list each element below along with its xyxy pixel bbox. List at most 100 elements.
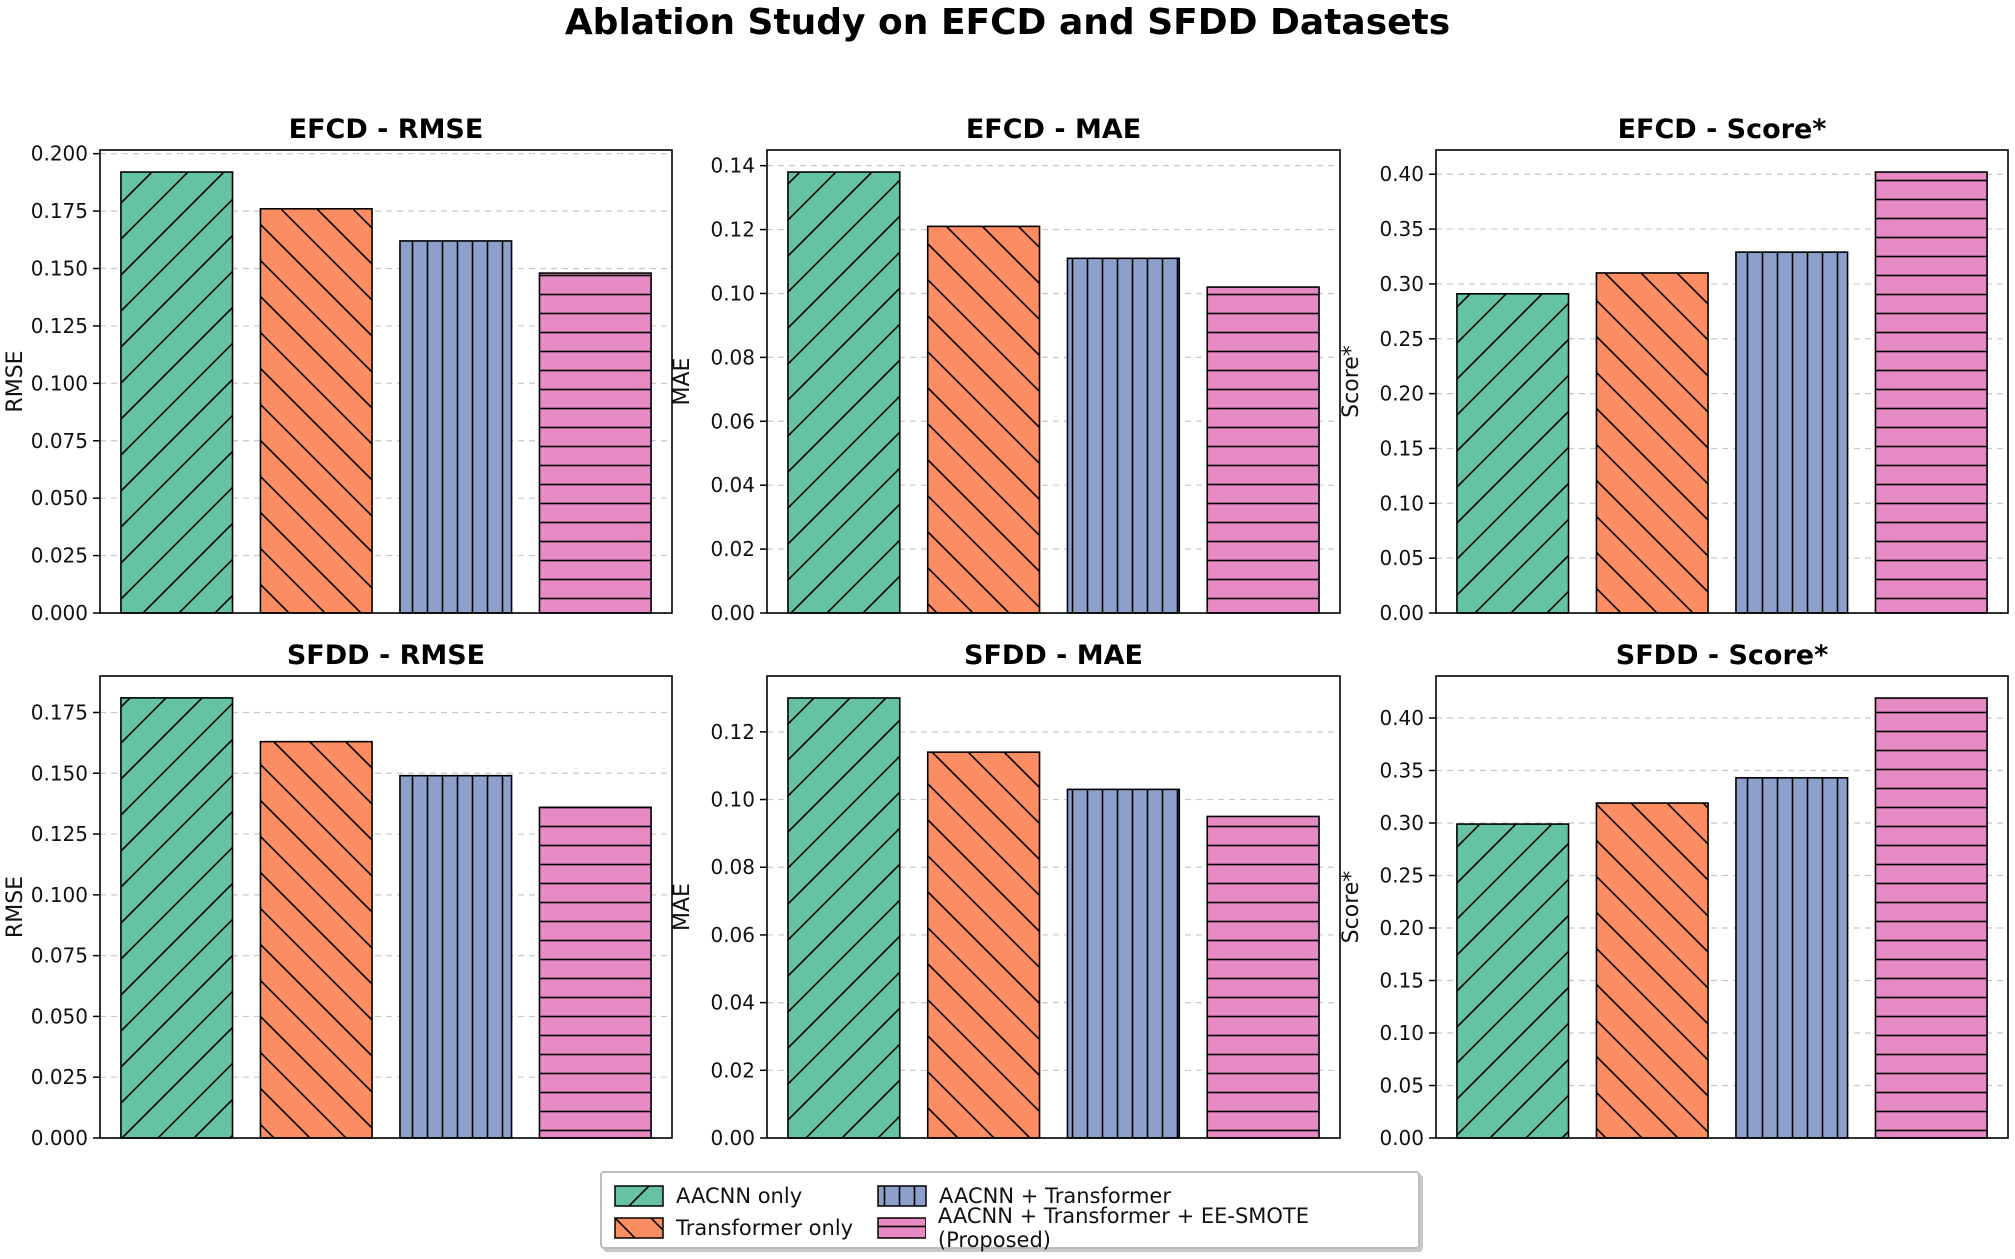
bar-hatch	[787, 698, 900, 1138]
y-tick-label: 0.075	[31, 944, 88, 968]
y-tick-label: 0.12	[710, 720, 755, 744]
axes-frame	[99, 149, 673, 614]
bar-hatch	[1067, 789, 1180, 1138]
y-tick-label: 0.00	[710, 1126, 755, 1150]
bar-hatch	[399, 775, 512, 1138]
y-axis-label: Score*	[1339, 345, 1364, 418]
subplot: 0.00 0.05 0.10 0.15 0.20 0.25 0.30 0.35 0.40 EFCD…	[1339, 114, 2009, 625]
bar-hatch	[787, 172, 900, 614]
legend-item-aacnn-only: AACNN only	[614, 1181, 802, 1211]
y-tick-label: 0.200	[31, 142, 88, 166]
legend-label: AACNN only	[676, 1184, 803, 1208]
y-tick-label: 0.02	[710, 537, 755, 561]
y-tick-label: 0.20	[1379, 382, 1424, 406]
y-axis-label: Score*	[1339, 871, 1364, 944]
bar-hatch	[927, 226, 1040, 613]
axes-frame	[1435, 149, 2009, 614]
legend-item-proposed: AACNN + Transformer + EE-SMOTE (Proposed…	[877, 1204, 1418, 1252]
y-tick-label: 0.08	[710, 345, 755, 369]
y-tick-label: 0.00	[710, 601, 755, 625]
legend-item-aacnn-transformer: AACNN + Transformer	[877, 1181, 1171, 1211]
y-tick-label: 0.000	[31, 601, 88, 625]
bar-hatch	[1067, 258, 1180, 613]
y-tick-label: 0.35	[1379, 759, 1424, 783]
subplot: 0.00 0.05 0.10 0.15 0.20 0.25 0.30 0.35 0.40 SFDD…	[1339, 640, 2009, 1150]
bar-hatch	[1596, 803, 1709, 1138]
axes-frame	[766, 149, 1341, 614]
legend: AACNN only Transformer only AACNN + Tran…	[600, 1171, 1420, 1252]
y-tick-label: 0.125	[31, 314, 88, 338]
legend-swatch-aacnn-transformer	[877, 1185, 927, 1207]
y-tick-label: 0.25	[1379, 327, 1424, 351]
y-tick-label: 0.35	[1379, 217, 1424, 241]
subplot-title: EFCD - Score*	[1618, 114, 1827, 145]
y-tick-label: 0.15	[1379, 436, 1424, 460]
figure-title: Ablation Study on EFCD and SFDD Datasets	[564, 2, 1451, 43]
y-tick-label: 0.10	[1379, 1021, 1424, 1045]
bar-hatch	[539, 273, 652, 613]
bar-hatch	[399, 240, 512, 614]
legend-swatch-transformer-only	[614, 1217, 664, 1239]
y-axis-label: MAE	[670, 883, 695, 931]
bar-hatch	[1456, 824, 1569, 1138]
bar-hatch	[1875, 172, 1988, 614]
y-axis-label: RMSE	[3, 876, 28, 938]
y-axis-label: MAE	[670, 358, 695, 406]
bar-hatch	[1735, 777, 1848, 1138]
y-tick-label: 0.25	[1379, 864, 1424, 888]
y-tick-label: 0.05	[1379, 546, 1424, 570]
subplot: 0.000 0.025 0.050 0.075 0.100 0.125 0.150 0.175…	[3, 640, 673, 1150]
y-tick-label: 0.175	[31, 700, 88, 724]
y-tick-label: 0.15	[1379, 969, 1424, 993]
y-tick-label: 0.05	[1379, 1074, 1424, 1098]
y-axis-label: RMSE	[3, 350, 28, 412]
y-tick-label: 0.050	[31, 1004, 88, 1028]
subplot-title: EFCD - MAE	[966, 114, 1141, 145]
y-tick-label: 0.30	[1379, 811, 1424, 835]
subplot: 0.000 0.025 0.050 0.075 0.100 0.125 0.150 0.175…	[3, 114, 673, 625]
axes-frame	[1435, 675, 2009, 1139]
bar-hatch	[1875, 698, 1988, 1138]
y-tick-label: 0.06	[710, 409, 755, 433]
y-tick-label: 0.00	[1379, 601, 1424, 625]
legend-item-transformer-only: Transformer only	[614, 1213, 853, 1243]
bar-hatch	[927, 752, 1040, 1138]
y-tick-label: 0.10	[710, 788, 755, 812]
y-tick-label: 0.10	[1379, 491, 1424, 515]
subplot-title: SFDD - Score*	[1616, 640, 1828, 671]
y-tick-label: 0.10	[710, 281, 755, 305]
y-tick-label: 0.125	[31, 822, 88, 846]
bar-hatch	[260, 741, 373, 1138]
subplot-title: SFDD - RMSE	[287, 640, 485, 671]
y-tick-label: 0.000	[31, 1126, 88, 1150]
y-tick-label: 0.025	[31, 544, 88, 568]
y-tick-label: 0.40	[1379, 706, 1424, 730]
subplot-title: SFDD - MAE	[964, 640, 1143, 671]
y-tick-label: 0.00	[1379, 1126, 1424, 1150]
bar-hatch	[539, 807, 652, 1138]
y-tick-label: 0.175	[31, 199, 88, 223]
y-tick-label: 0.100	[31, 883, 88, 907]
y-tick-label: 0.14	[710, 154, 755, 178]
y-tick-label: 0.150	[31, 761, 88, 785]
y-tick-label: 0.04	[710, 473, 755, 497]
y-tick-label: 0.075	[31, 429, 88, 453]
bar-hatch	[120, 697, 233, 1138]
legend-label: AACNN + Transformer + EE-SMOTE (Proposed…	[937, 1204, 1310, 1252]
legend-swatch-proposed	[877, 1217, 926, 1239]
y-tick-label: 0.12	[710, 218, 755, 242]
y-tick-label: 0.04	[710, 991, 755, 1015]
bar-hatch	[260, 208, 373, 614]
y-tick-label: 0.02	[710, 1058, 755, 1082]
y-tick-label: 0.06	[710, 923, 755, 947]
bar-hatch	[1735, 252, 1848, 613]
axes-frame	[99, 675, 673, 1139]
subplot: 0.00 0.02 0.04 0.06 0.08 0.10 0.12 SFDD - MAE MA…	[670, 640, 1341, 1150]
y-tick-label: 0.025	[31, 1065, 88, 1089]
subplot: 0.00 0.02 0.04 0.06 0.08 0.10 0.12 0.14 EFCD - M…	[670, 114, 1341, 625]
bar-hatch	[120, 172, 233, 614]
legend-label: Transformer only	[676, 1216, 854, 1240]
legend-label: AACNN + Transformer	[939, 1184, 1171, 1208]
y-tick-label: 0.150	[31, 257, 88, 281]
y-tick-label: 0.30	[1379, 272, 1424, 296]
